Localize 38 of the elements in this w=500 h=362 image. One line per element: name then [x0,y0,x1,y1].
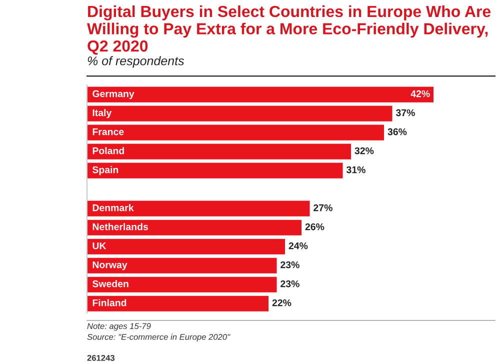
bar [87,258,277,274]
y-tick-label: Sweden [92,280,128,288]
bar [87,220,302,236]
chart-subtitle: % of respondents [88,56,184,68]
y-tick-label: France [92,128,124,136]
y-tick-label: Netherlands [92,223,148,230]
source-note: Source: "E-commerce in Europe 2020" [87,334,230,342]
data-label: 24% [288,242,308,250]
bar [87,162,343,178]
bar [87,144,352,160]
chart-title: Digital Buyers in Select Countries in Europe Who Are Willing to Pay Extra for a More Eco-Friendly Delivery, Q2 2020 [87,5,491,55]
data-label: 42% [410,90,430,98]
y-tick-label: Denmark [92,204,134,212]
data-label: 23% [280,280,300,288]
data-label: 36% [388,128,407,136]
data-label: 23% [280,261,300,268]
bar [87,124,384,140]
data-label: 32% [354,147,374,154]
y-tick-label: Germany [92,90,134,100]
bar [87,200,310,216]
bar [87,276,277,292]
data-label: 27% [314,204,332,212]
bar [87,86,434,102]
text: Note: ages 15-79 [87,323,151,331]
y-tick-label: Italy [92,109,112,118]
y-tick-label: UK [92,242,106,250]
text: 261243 [87,354,115,361]
y-tick-label: Finland [92,299,126,306]
y-tick-label: Poland [92,147,124,154]
bar [87,296,269,312]
y-tick-label: Norway [92,261,128,270]
bar [87,106,392,122]
data-label: 22% [272,299,292,306]
data-label: 26% [305,223,324,230]
data-label: 37% [396,109,415,116]
y-tick-label: Spain [92,166,118,176]
data-label: 31% [346,166,366,174]
bar [87,238,286,254]
